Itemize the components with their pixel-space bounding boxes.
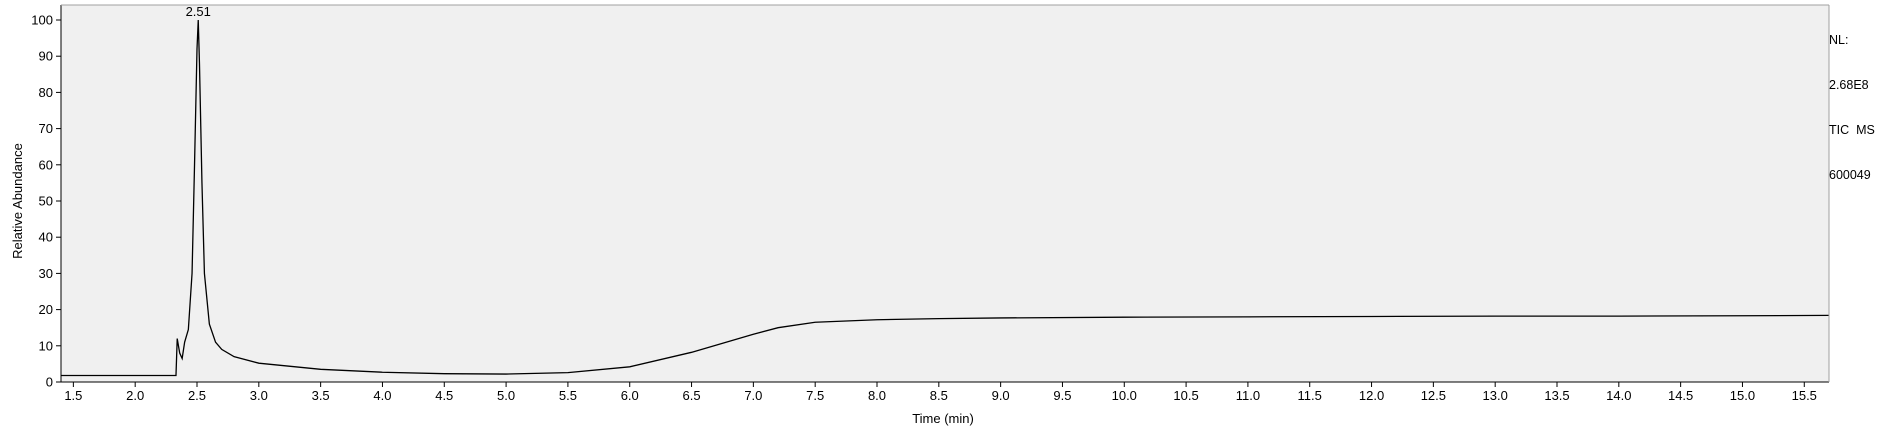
y-tick-label: 0 — [46, 375, 53, 390]
x-tick-label: 4.0 — [373, 388, 391, 403]
x-tick-label: 6.5 — [683, 388, 701, 403]
x-tick-label: 9.0 — [992, 388, 1010, 403]
y-axis-ticks: 0 10 20 30 40 50 60 70 80 90 100 — [31, 13, 61, 390]
x-axis-ticks: 1.5 2.0 2.5 3.0 3.5 4.0 4.5 5.0 5.5 6.0 6.5 7.0 7.5 8… — [64, 382, 1817, 403]
y-tick-label: 50 — [39, 194, 53, 209]
x-tick-label: 7.0 — [744, 388, 762, 403]
info-file-id: 600049 — [1829, 168, 1871, 182]
y-tick-label: 100 — [31, 13, 53, 28]
x-tick-label: 8.0 — [868, 388, 886, 403]
x-tick-label: 2.0 — [126, 388, 144, 403]
x-tick-label: 12.5 — [1421, 388, 1446, 403]
x-tick-label: 2.5 — [188, 388, 206, 403]
x-tick-label: 9.5 — [1053, 388, 1071, 403]
y-tick-label: 70 — [39, 121, 53, 136]
y-tick-label: 60 — [39, 157, 53, 172]
x-tick-label: 6.0 — [621, 388, 639, 403]
y-tick-label: 90 — [39, 49, 53, 64]
x-tick-label: 11.0 — [1236, 388, 1260, 403]
x-tick-label: 5.5 — [559, 388, 577, 403]
peak-annotations: 2.51 — [186, 4, 211, 19]
x-tick-label: 10.5 — [1173, 388, 1198, 403]
x-tick-label: 15.5 — [1792, 388, 1817, 403]
y-tick-label: 80 — [39, 85, 53, 100]
info-panel: NL: 2.68E8 TIC MS 600049 — [1829, 3, 1875, 198]
x-tick-label: 5.0 — [497, 388, 515, 403]
series-line-tic — [61, 19, 1830, 377]
x-tick-label: 12.0 — [1359, 388, 1384, 403]
plot-area — [61, 5, 1829, 382]
info-scan-filter: TIC MS — [1829, 123, 1875, 137]
x-tick-label: 1.5 — [64, 388, 82, 403]
x-tick-label: 13.0 — [1483, 388, 1508, 403]
x-tick-label: 10.0 — [1112, 388, 1137, 403]
y-tick-label: 30 — [39, 266, 53, 281]
x-tick-label: 8.5 — [930, 388, 948, 403]
y-tick-label: 40 — [39, 230, 53, 245]
info-nl-value: 2.68E8 — [1829, 78, 1869, 92]
x-tick-label: 13.5 — [1544, 388, 1569, 403]
x-axis-title: Time (min) — [912, 411, 974, 426]
x-tick-label: 7.5 — [806, 388, 824, 403]
y-axis-title: Relative Abundance — [10, 143, 25, 259]
x-tick-label: 14.0 — [1606, 388, 1631, 403]
x-tick-label: 3.0 — [250, 388, 268, 403]
x-tick-label: 3.5 — [312, 388, 330, 403]
y-tick-label: 10 — [39, 338, 53, 353]
info-nl-label: NL: — [1829, 33, 1849, 47]
x-tick-label: 11.5 — [1298, 388, 1322, 403]
peak-label: 2.51 — [186, 4, 211, 19]
y-tick-label: 20 — [39, 302, 53, 317]
x-tick-label: 4.5 — [435, 388, 453, 403]
x-tick-label: 15.0 — [1730, 388, 1755, 403]
x-tick-label: 14.5 — [1668, 388, 1693, 403]
